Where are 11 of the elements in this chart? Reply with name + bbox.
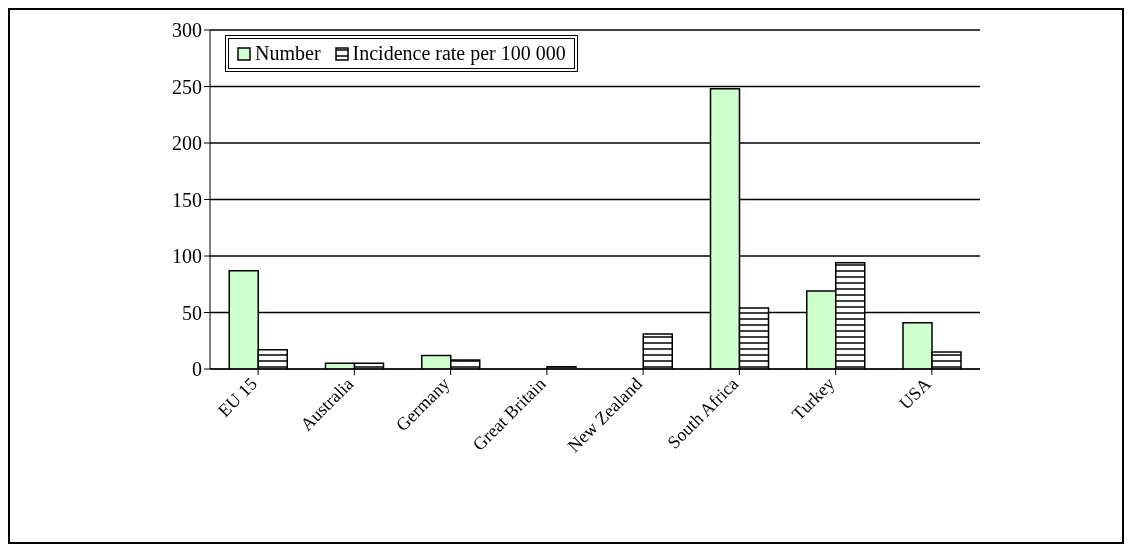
y-tick-label: 200 [172, 132, 202, 155]
y-tick-label: 50 [182, 301, 202, 324]
legend-label: Number [254, 42, 321, 65]
y-tick-label: 100 [172, 245, 202, 268]
x-tick-label: EU 15 [213, 373, 261, 421]
y-tick-label: 150 [172, 188, 202, 211]
x-tick-label: USA [895, 373, 935, 414]
y-tick-label: 250 [172, 75, 202, 98]
y-tick-label: 0 [192, 358, 202, 381]
y-tick-label: 300 [172, 19, 202, 42]
legend-label: Incidence rate per 100 000 [351, 42, 566, 65]
